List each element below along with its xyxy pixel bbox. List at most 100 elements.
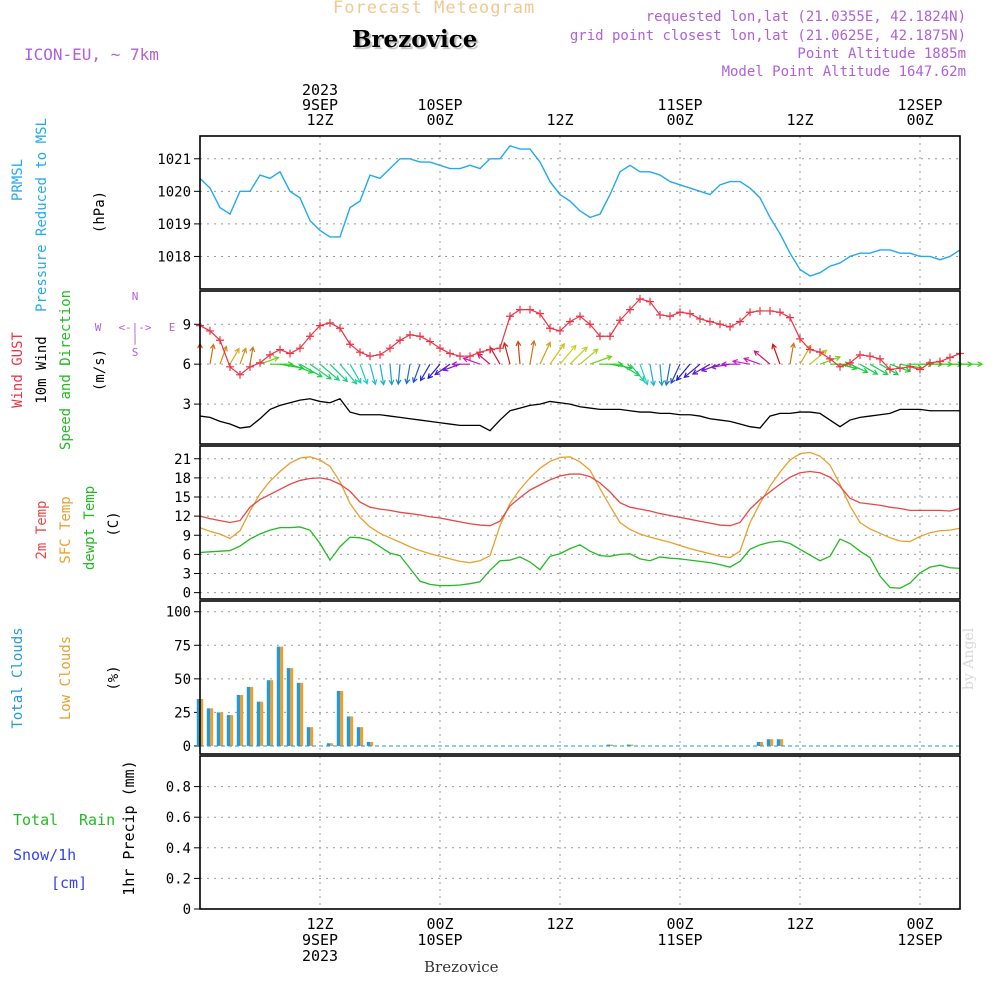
wind-arrow-head	[371, 379, 378, 386]
wind-arrow-head	[643, 379, 649, 386]
wind-arrow-head	[515, 340, 522, 347]
wind-gust-marker	[426, 337, 434, 346]
low-clouds-bar	[220, 712, 224, 746]
low-clouds-label: Low Clouds	[58, 636, 74, 720]
compass-e: E	[169, 321, 176, 334]
wind-arrow	[639, 363, 648, 385]
low-clouds-bar	[290, 668, 294, 746]
wind-arrow-head	[362, 378, 369, 385]
low-clouds-bar	[760, 741, 764, 746]
bottom-time-label: 12Z	[546, 915, 573, 933]
wind-arrow-head	[234, 347, 240, 354]
low-clouds-bar	[270, 680, 274, 746]
wind-arrow	[434, 363, 451, 375]
wind-gust-marker	[376, 350, 384, 359]
top-time-label: 12Z	[786, 111, 813, 129]
compass-n: N	[132, 290, 139, 303]
y-tick-label: 25	[174, 705, 191, 721]
total-clouds-bar	[276, 646, 280, 746]
wind-arrow	[219, 346, 227, 365]
wind-arrow	[579, 348, 599, 365]
wind-gust-marker	[516, 305, 524, 314]
wind-arrow-head	[388, 379, 395, 386]
bottom-time-label: 00Z	[906, 915, 933, 933]
wind-gust-marker	[396, 336, 404, 345]
wind-gust-marker	[286, 349, 294, 358]
precip-rain-label: Rain	[79, 811, 115, 829]
wind-gust-marker	[946, 353, 954, 362]
top-time-label: 10SEP	[417, 96, 462, 114]
total-clouds-label: Total Clouds	[10, 627, 26, 728]
wind-arrow-head	[451, 361, 458, 368]
wind-arrow-head	[356, 377, 362, 384]
wind-gust-marker	[766, 306, 774, 315]
wind-gust-marker	[716, 320, 724, 329]
wind-arrow-head	[545, 341, 552, 348]
wind-arrow-head	[342, 376, 349, 383]
low-clouds-bar	[770, 739, 774, 746]
wind-arrow	[397, 364, 401, 385]
wind-gust-marker	[846, 358, 854, 367]
wind-arrow	[649, 364, 655, 386]
y-tick-label: 75	[174, 638, 191, 654]
wind-gust-marker	[526, 305, 534, 314]
wind-arrow-head	[664, 380, 670, 387]
wind-arrow-head	[700, 366, 707, 373]
temp-2m-label: 2m Temp	[34, 500, 50, 559]
y-tick-label: 21	[174, 452, 191, 468]
wind-arrow	[683, 363, 701, 378]
low-clouds-bar	[370, 741, 374, 746]
total-clouds-bar	[326, 743, 330, 746]
temp-unit-label: (C)	[106, 511, 122, 536]
bottom-time-label: 10SEP	[417, 931, 462, 949]
wind-gust-marker	[736, 317, 744, 326]
y-tick-label: 0	[183, 739, 191, 755]
chart-subtitle: Forecast Meteogram	[333, 0, 536, 18]
wind-gust-marker	[306, 332, 314, 341]
bottom-time-label: 12Z	[786, 915, 813, 933]
wind-arrow-head	[582, 346, 588, 353]
wind-arrow-head	[570, 344, 577, 351]
wind-gust-marker	[416, 332, 424, 341]
wind-arrow	[529, 340, 535, 365]
wind-arrow-head	[606, 355, 613, 361]
wind-gust-marker	[226, 362, 234, 371]
wind-arrow	[732, 360, 751, 365]
wind-gust-marker	[216, 336, 224, 345]
wind-arrow-head	[559, 342, 565, 349]
wind-arrow	[549, 343, 565, 365]
low-clouds-bar	[310, 727, 314, 746]
wind-arrow-head	[670, 377, 676, 385]
wind-gust-marker	[866, 352, 874, 361]
wind-arrow	[753, 350, 771, 365]
wind-arrow	[369, 364, 376, 385]
wind-gust-marker	[556, 326, 564, 335]
wind-gust-marker	[326, 318, 334, 327]
total-clouds-bar	[356, 727, 360, 746]
total-clouds-bar	[766, 739, 770, 746]
y-tick-label: 1020	[157, 184, 191, 200]
model-altitude: Model Point Altitude 1647.62m	[721, 64, 966, 80]
wind-direction-label: Speed and Direction	[58, 290, 74, 450]
wind-arrow-head	[731, 359, 738, 365]
wind-arrow	[859, 363, 878, 375]
wind-gust-marker	[656, 310, 664, 319]
y-tick-label: 100	[166, 605, 191, 621]
wind-arrow	[559, 345, 577, 365]
total-clouds-bar	[196, 698, 200, 746]
wind-gust-marker	[486, 345, 494, 354]
y-tick-label: 18	[174, 471, 191, 487]
wind-gust-marker	[696, 314, 704, 323]
wind-arrow-head	[395, 379, 402, 386]
low-clouds-bar	[780, 739, 784, 746]
y-tick-label: 0.6	[166, 810, 191, 826]
y-tick-label: 0.4	[166, 841, 191, 857]
wind-arrow	[849, 363, 868, 373]
precip-unit-label: 1hr Precip (mm)	[120, 760, 138, 895]
low-clouds-bar	[230, 715, 234, 746]
y-tick-label: 3	[183, 567, 191, 583]
total-clouds-bar	[216, 712, 220, 746]
wind-unit-label: (m/s)	[92, 349, 108, 391]
wind-gust-marker	[706, 317, 714, 326]
